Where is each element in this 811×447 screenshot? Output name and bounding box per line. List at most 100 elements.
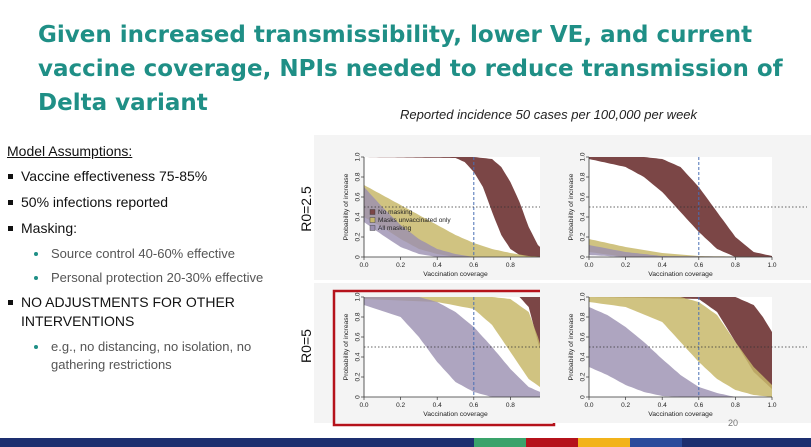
x-axis-label: Vaccination coverage (648, 271, 713, 278)
row-label-r0-5: R0=5 (similar to Delta) (298, 291, 326, 401)
y-tick-label: 1.0 (355, 292, 362, 301)
legend-label: All masking (378, 225, 412, 232)
y-tick-label: 0.6 (355, 332, 362, 341)
y-tick-label: 0.4 (580, 212, 587, 221)
y-axis-label: Probability of increase (568, 313, 575, 380)
y-tick-label: 0.2 (580, 372, 587, 381)
x-tick-label: 0.6 (694, 262, 703, 269)
plot-area (364, 297, 547, 397)
series-band-masks-unvaccinated-only (364, 297, 547, 392)
row-label-note: (similar to Alpha) (313, 168, 325, 250)
plot-area (589, 297, 772, 397)
list-item: Source control 40-60% effective (7, 245, 307, 263)
x-tick-label: 0.6 (469, 402, 478, 409)
x-tick-label: 0.2 (396, 402, 405, 409)
x-tick-label: 0.2 (621, 402, 630, 409)
footer-segment (630, 438, 682, 447)
panel-background (314, 135, 550, 280)
x-tick-label: 0.8 (731, 402, 740, 409)
x-tick-label: 0.4 (658, 402, 667, 409)
x-tick-label: 0.6 (694, 402, 703, 409)
y-axis-label: Probability of increase (568, 173, 575, 240)
series-band-no-masking (364, 297, 547, 372)
list-item: e.g., no distancing, no isolation, no ga… (7, 338, 307, 374)
x-tick-label: 0.4 (433, 402, 442, 409)
x-tick-label: 0.6 (469, 262, 478, 269)
x-axis-label: Vaccination coverage (423, 411, 488, 418)
legend-swatch (369, 225, 376, 231)
x-tick-label: 0.4 (433, 262, 442, 269)
x-tick-label: 0.0 (359, 262, 368, 269)
y-tick-label: 0 (580, 255, 587, 259)
x-tick-label: 0.4 (658, 262, 667, 269)
x-tick-label: 1.0 (767, 402, 776, 409)
column-label-natural-immunity-35: Natural immunity=35% (609, 135, 741, 150)
footer-segment (474, 438, 526, 447)
y-tick-label: 1.0 (580, 152, 587, 161)
legend-label: No masking (378, 209, 413, 216)
legend-swatch (369, 217, 376, 223)
y-tick-label: 0.2 (355, 232, 362, 241)
y-tick-label: 0.6 (580, 192, 587, 201)
row-label-r0-2-5: R0=2.5 (similar to Alpha) (298, 154, 326, 264)
y-tick-label: 0.6 (355, 192, 362, 201)
plot-area (364, 157, 547, 257)
panel-background (540, 135, 811, 280)
y-tick-label: 0.2 (355, 372, 362, 381)
slide-title: Given increased transmissibility, lower … (38, 22, 783, 116)
x-tick-label: 0.8 (506, 262, 515, 269)
assumptions-heading: Model Assumptions: (7, 143, 133, 159)
footer-segment (578, 438, 630, 447)
series-band-all-masking (364, 297, 547, 397)
plot-area (589, 157, 772, 257)
x-axis-label: Vaccination coverage (423, 271, 488, 278)
y-tick-label: 0 (580, 395, 587, 399)
series-band-all-masking (364, 187, 547, 257)
x-tick-label: 0.8 (506, 402, 515, 409)
footer-segment (526, 438, 578, 447)
x-tick-label: 1.0 (542, 402, 551, 409)
y-tick-label: 1.0 (580, 292, 587, 301)
series-band-masks-unvaccinated-only (364, 185, 547, 257)
x-tick-label: 0.2 (621, 262, 630, 269)
y-tick-label: 0.8 (580, 172, 587, 181)
y-tick-label: 0.2 (580, 232, 587, 241)
row-label-note: (similar to Delta) (313, 305, 325, 387)
series-band-no-masking (364, 157, 547, 257)
list-item: Vaccine effectiveness 75-85% (7, 167, 307, 186)
y-tick-label: 0.6 (580, 332, 587, 341)
x-tick-label: 0.2 (396, 262, 405, 269)
highlight-box (332, 289, 556, 427)
x-tick-label: 1.0 (542, 262, 551, 269)
list-item: 50% infections reported (7, 193, 307, 212)
series-band-all-masking (589, 245, 772, 257)
legend-label: Masks unvaccinated only (378, 217, 451, 224)
x-tick-label: 0.0 (584, 402, 593, 409)
list-item: Personal protection 20-30% effective (7, 269, 307, 287)
series-band-all-masking (589, 307, 772, 397)
row-label-r0: R0=2.5 (298, 186, 314, 232)
panel-background (314, 283, 550, 423)
series-band-masks-unvaccinated-only (589, 239, 772, 257)
x-tick-label: 0.0 (359, 402, 368, 409)
page-number: 20 (728, 418, 739, 428)
x-tick-label: 1.0 (767, 262, 776, 269)
y-tick-label: 0 (355, 395, 362, 399)
y-tick-label: 0.4 (355, 212, 362, 221)
series-band-no-masking (589, 157, 772, 257)
y-tick-label: 1.0 (355, 152, 362, 161)
assumptions-list: Vaccine effectiveness 75-85% 50% infecti… (7, 167, 307, 374)
x-tick-label: 0.8 (731, 262, 740, 269)
legend-swatch (369, 209, 376, 215)
list-item: NO ADJUSTMENTS FOR OTHER INTERVENTIONS (7, 293, 307, 331)
y-axis-label: Probability of increase (343, 313, 350, 380)
series-band-no-masking (589, 297, 772, 389)
x-axis-label: Vaccination coverage (648, 411, 713, 418)
column-label-natural-immunity-5: Natural immunity=5% (390, 135, 514, 150)
model-assumptions: Model Assumptions: Vaccine effectiveness… (7, 143, 307, 380)
y-axis-label: Probability of increase (343, 173, 350, 240)
panel-background (540, 283, 811, 423)
y-tick-label: 0.8 (580, 312, 587, 321)
list-item: Masking: (7, 219, 307, 238)
y-tick-label: 0.8 (355, 312, 362, 321)
